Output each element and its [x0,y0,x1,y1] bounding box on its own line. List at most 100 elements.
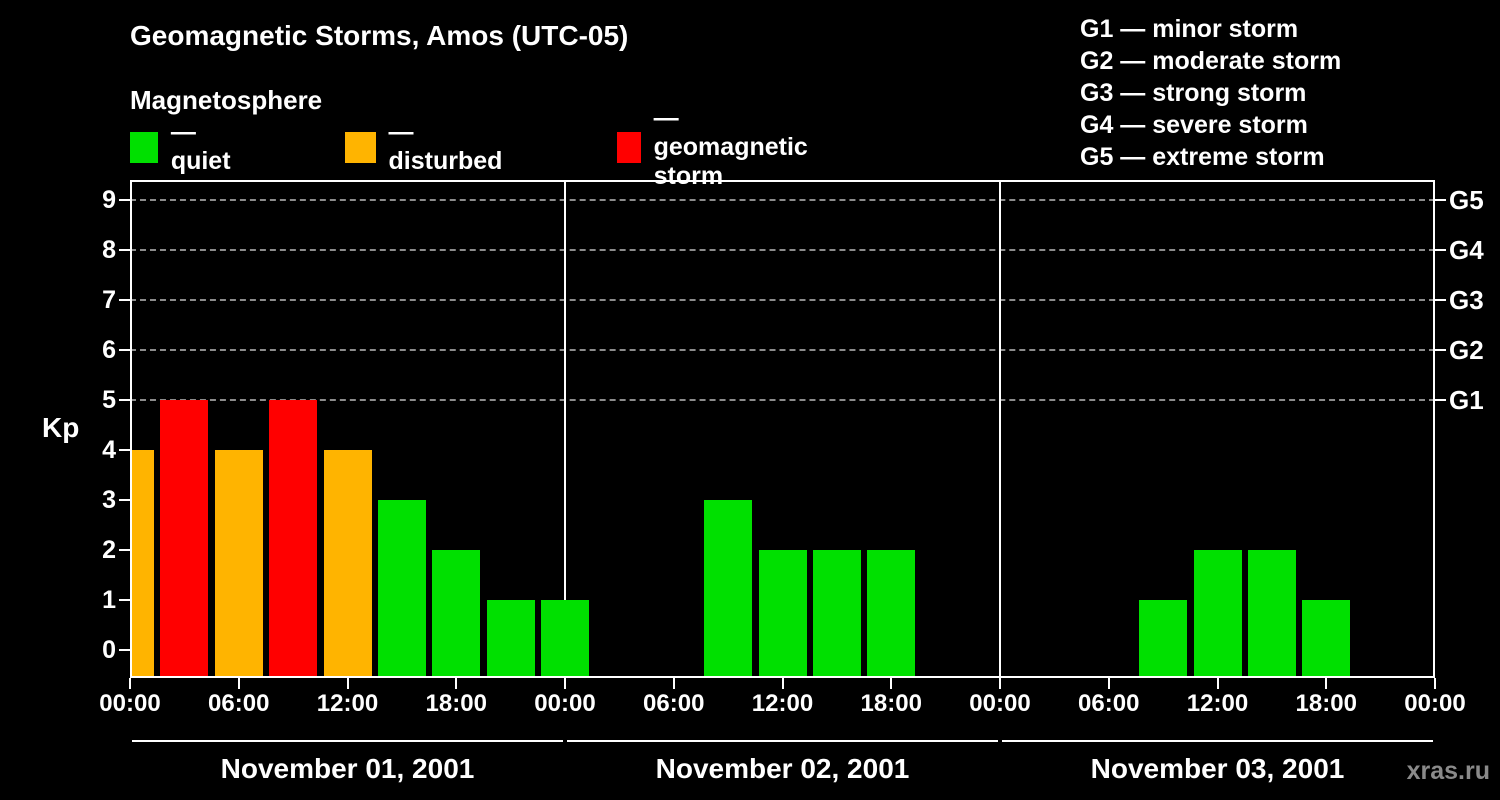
x-axis-tick [781,678,784,689]
g-level-gridline [130,349,1435,351]
x-axis-label: 00:00 [969,690,1031,717]
y-axis-tick [119,549,130,551]
g-level-label: G3 [1449,285,1484,315]
x-axis-tick [564,678,566,689]
x-axis-tick [672,678,675,689]
x-axis-label: 06:00 [208,690,270,717]
kp-bar [132,450,154,676]
y-axis-label: 1 [102,586,116,614]
kp-bar [1193,550,1242,676]
legend-item-disturbed: — disturbed [345,118,509,175]
day-underline [132,740,563,742]
g-level-tick [1435,199,1446,201]
g-level-tick [1435,249,1446,251]
quiet-swatch [130,131,158,163]
g-level-label: G1 [1449,385,1484,415]
watermark: xras.ru [1406,757,1490,785]
y-axis-label: 8 [102,236,116,264]
y-axis-label: 4 [102,436,116,464]
x-axis-label: 00:00 [99,690,161,717]
y-axis-title: Kp [42,412,80,443]
y-axis-tick [119,449,130,451]
g-scale-legend: G1 — minor storm G2 — moderate storm G3 — … [1080,13,1341,173]
chart-title: Geomagnetic Storms, Amos (UTC-05) [130,20,629,51]
g-level-label: G4 [1449,235,1484,265]
kp-bar [1139,600,1188,676]
x-axis-label: 00:00 [534,690,596,717]
x-axis-tick [999,678,1001,689]
kp-bar [432,550,481,676]
x-axis-tick [890,678,893,689]
g-level-tick [1435,349,1446,351]
day-underline [567,740,998,742]
x-axis-label: 12:00 [1186,690,1249,717]
x-axis-tick [1107,678,1110,689]
y-axis-tick [119,499,130,501]
g-level-tick [1435,399,1446,401]
magnetosphere-label: Magnetosphere [130,85,323,115]
g-level-gridline [130,299,1435,301]
legend-label: — quiet [170,118,231,175]
day-underline [1002,740,1433,742]
y-axis-tick [119,249,130,251]
g-level-gridline [130,199,1435,201]
kp-bar [867,550,916,676]
kp-bar [1247,550,1296,676]
x-axis-label: 18:00 [1295,690,1357,717]
g-legend-line: G3 — strong storm [1080,79,1307,107]
day-separator [999,180,1001,678]
g-level-label: G5 [1449,185,1484,215]
date-label: November 01, 2001 [220,753,475,784]
x-axis-label: 18:00 [860,690,922,717]
g-legend-line: G1 — minor storm [1080,15,1299,43]
y-axis-tick [119,299,130,301]
y-axis-label: 0 [102,636,116,664]
x-axis-tick [1434,678,1436,689]
kp-bar [541,600,589,676]
y-axis-tick [119,599,130,601]
g-legend-line: G2 — moderate storm [1080,47,1342,75]
x-axis-tick [1325,678,1328,689]
y-axis-label: 2 [102,536,116,564]
legend-label: — disturbed [388,118,503,175]
x-axis-label: 12:00 [316,690,379,717]
x-axis-tick [455,678,458,689]
g-level-gridline [130,399,1435,401]
g-legend-line: G4 — severe storm [1080,111,1308,139]
date-label: November 03, 2001 [1090,753,1345,784]
date-label: November 02, 2001 [655,753,910,784]
x-axis-label: 06:00 [643,690,705,717]
kp-bar [377,500,426,676]
g-level-gridline [130,249,1435,251]
x-axis-tick [1216,678,1219,689]
x-axis-label: 18:00 [425,690,487,717]
g-level-tick [1435,299,1446,301]
y-axis-label: 6 [102,336,116,364]
legend-item-quiet: — quiet [130,118,240,175]
kp-bar [214,450,263,676]
y-axis-label: 5 [102,386,116,414]
x-axis-tick [237,678,240,689]
x-axis-tick [129,678,131,689]
legend-label: — geomagnetic storm [653,103,808,190]
storm-swatch [617,131,641,163]
kp-bar [323,450,372,676]
disturbed-swatch [345,131,376,163]
y-axis-label: 7 [102,286,116,314]
kp-bar [1302,600,1351,676]
x-axis-label: 12:00 [751,690,814,717]
x-axis-tick [346,678,349,689]
y-axis-tick [119,349,130,351]
x-axis-label: 06:00 [1078,690,1140,717]
kp-bar [704,500,753,676]
kp-bar [160,400,209,676]
legend-item-storm: — geomagnetic storm [617,104,821,190]
x-axis-label: 00:00 [1404,690,1466,717]
kp-bar [269,400,318,676]
day-separator [564,180,566,678]
y-axis-label: 9 [102,186,116,214]
g-legend-line: G5 — extreme storm [1080,143,1325,171]
g-level-label: G2 [1449,335,1484,365]
kp-bar [812,550,861,676]
